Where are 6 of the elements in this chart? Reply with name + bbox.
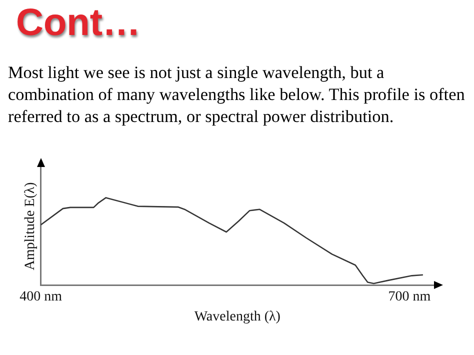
chart-title: Cont… <box>16 2 141 45</box>
x-tick-label: 700 nm <box>388 289 431 304</box>
x-tick-label: 400 nm <box>20 289 62 304</box>
chart-subtitle: Most light we see is not just a single wavelength, but a combination of many wavelengths like below. This profile is often referred to as a spectrum, or spectral power distribution. <box>8 62 466 128</box>
x-axis-title: Wavelength (λ) <box>194 309 281 324</box>
y-axis-title: Amplitude E(λ) <box>23 182 38 270</box>
